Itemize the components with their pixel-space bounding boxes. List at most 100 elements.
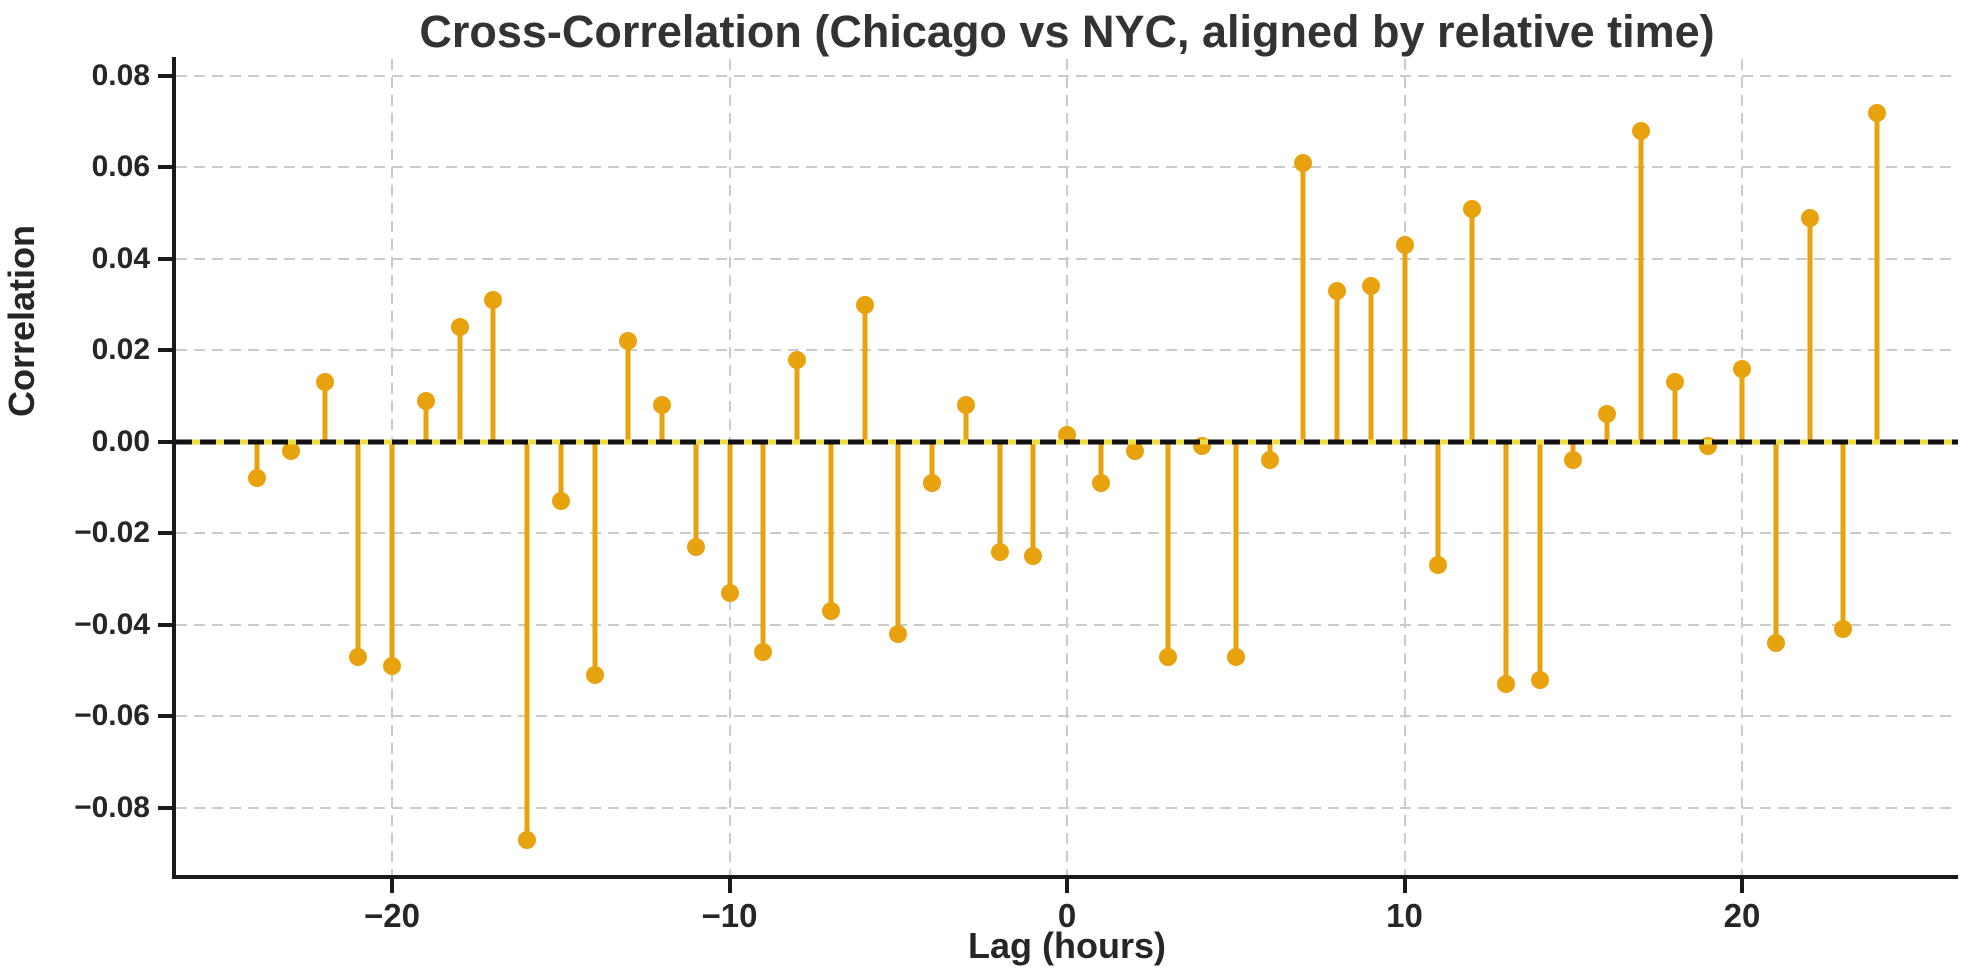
stem xyxy=(1739,368,1745,442)
y-tick-mark xyxy=(158,256,172,261)
stem-marker xyxy=(923,474,941,492)
stem xyxy=(1537,441,1542,680)
x-tick-label: 0 xyxy=(1057,897,1077,934)
stem-marker xyxy=(1598,405,1616,424)
stem-marker xyxy=(1226,647,1245,666)
zero-baseline xyxy=(176,439,1958,445)
stem xyxy=(1098,441,1104,483)
stem xyxy=(895,441,901,634)
stem-marker xyxy=(383,656,401,675)
stem xyxy=(423,400,429,442)
stem-marker xyxy=(484,291,503,310)
y-tick-label: 0.00 xyxy=(91,424,150,458)
stem xyxy=(997,441,1002,552)
x-tick-mark xyxy=(1402,879,1407,893)
stem xyxy=(1807,217,1812,442)
stem-marker xyxy=(1631,121,1650,140)
stem-marker xyxy=(1024,547,1043,566)
stem-marker xyxy=(821,602,840,621)
stem-marker xyxy=(416,391,435,410)
stem-marker xyxy=(551,492,570,511)
x-axis-label: Lag (hours) xyxy=(968,925,1166,966)
stem-marker xyxy=(1361,277,1380,296)
gridline-x xyxy=(1403,59,1406,875)
stem-marker xyxy=(1868,103,1886,122)
stem-marker xyxy=(518,830,536,849)
y-tick-mark xyxy=(158,439,172,444)
stem xyxy=(862,304,867,442)
stem xyxy=(254,441,260,479)
stem-marker xyxy=(686,538,705,557)
y-tick-mark xyxy=(158,73,172,78)
stem-marker xyxy=(1260,451,1279,470)
y-axis-spine xyxy=(172,57,176,879)
stem-marker xyxy=(653,396,671,415)
stem-marker xyxy=(1800,208,1819,227)
stem xyxy=(963,405,969,442)
stem xyxy=(1773,441,1779,644)
stem-marker xyxy=(1733,359,1751,378)
stem xyxy=(693,441,699,548)
gridline-x xyxy=(1066,59,1068,875)
stem xyxy=(828,441,834,612)
stem-marker xyxy=(315,373,334,392)
stem xyxy=(625,341,631,442)
stem xyxy=(1030,441,1036,557)
stem xyxy=(524,441,530,840)
stem-marker xyxy=(450,318,469,337)
y-tick-mark xyxy=(158,531,172,536)
stem xyxy=(1402,245,1407,442)
stem-marker xyxy=(1429,556,1448,575)
stem xyxy=(1267,441,1272,461)
gridline-x xyxy=(1741,59,1743,875)
x-tick-mark xyxy=(1740,879,1744,893)
stem-marker xyxy=(1496,675,1515,694)
stem xyxy=(760,441,766,653)
x-tick-label: 10 xyxy=(1386,897,1423,934)
x-tick-mark xyxy=(390,879,394,893)
y-tick-mark xyxy=(158,348,172,353)
stem xyxy=(1570,441,1576,461)
stem-marker xyxy=(720,583,739,602)
stem xyxy=(490,300,496,442)
stem-marker xyxy=(788,350,806,369)
stem-marker xyxy=(248,469,266,488)
stem xyxy=(1165,441,1171,657)
y-tick-label: −0.06 xyxy=(74,699,150,733)
stem xyxy=(727,441,732,593)
x-tick-label: 20 xyxy=(1723,897,1761,934)
stem xyxy=(659,405,665,442)
stem-marker xyxy=(585,666,604,685)
stem-marker xyxy=(1463,199,1481,218)
x-tick-mark xyxy=(727,879,732,893)
stem-marker xyxy=(1766,634,1785,653)
stem xyxy=(389,441,395,666)
stem-marker xyxy=(855,295,874,314)
y-tick-mark xyxy=(158,805,172,810)
stem xyxy=(322,382,327,442)
stem xyxy=(1435,441,1441,566)
y-tick-label: −0.08 xyxy=(74,790,150,824)
stem xyxy=(592,441,597,676)
stem-marker xyxy=(1125,441,1144,460)
stem-marker xyxy=(1564,451,1583,470)
y-tick-label: −0.04 xyxy=(74,607,150,641)
stem-marker xyxy=(619,332,638,351)
x-tick-label: −20 xyxy=(364,897,420,934)
y-tick-label: 0.02 xyxy=(91,333,150,367)
x-tick-label: −10 xyxy=(701,897,758,934)
y-tick-label: 0.08 xyxy=(91,58,150,92)
stem xyxy=(1368,286,1374,442)
y-tick-label: 0.06 xyxy=(91,150,150,184)
stem-marker xyxy=(956,396,975,415)
stem-marker xyxy=(281,441,300,460)
stem xyxy=(1604,414,1610,442)
stem-marker xyxy=(1294,153,1313,172)
stem xyxy=(1874,112,1880,442)
stem xyxy=(355,441,361,657)
stem xyxy=(1840,441,1846,630)
stem xyxy=(558,441,564,502)
stem xyxy=(1334,290,1340,442)
x-axis-spine xyxy=(172,875,1958,879)
